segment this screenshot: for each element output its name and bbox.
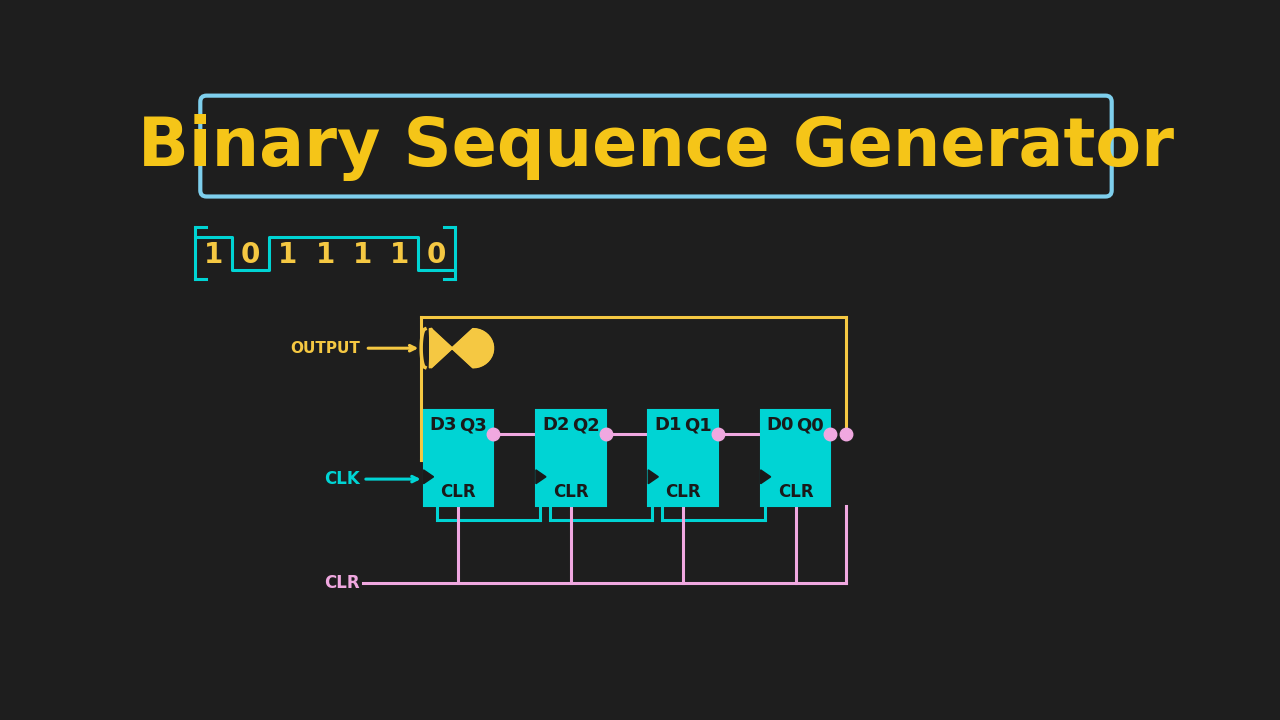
- FancyBboxPatch shape: [536, 410, 605, 506]
- Text: CLK: CLK: [324, 470, 360, 488]
- Text: CLR: CLR: [666, 483, 701, 501]
- Text: 1: 1: [353, 240, 372, 269]
- Polygon shape: [648, 470, 658, 484]
- Polygon shape: [430, 329, 493, 367]
- FancyBboxPatch shape: [760, 410, 831, 506]
- FancyBboxPatch shape: [424, 410, 493, 506]
- Text: 1: 1: [278, 240, 297, 269]
- Text: OUTPUT: OUTPUT: [291, 341, 360, 356]
- Text: Q2: Q2: [572, 416, 599, 434]
- Polygon shape: [424, 470, 434, 484]
- Text: 0: 0: [241, 240, 260, 269]
- Text: 1: 1: [390, 240, 410, 269]
- Text: 1: 1: [315, 240, 334, 269]
- FancyBboxPatch shape: [200, 96, 1112, 197]
- Text: D2: D2: [541, 416, 570, 434]
- Text: CLR: CLR: [553, 483, 589, 501]
- Text: Q3: Q3: [460, 416, 488, 434]
- Text: CLR: CLR: [778, 483, 813, 501]
- Text: Q1: Q1: [684, 416, 712, 434]
- Text: Binary Sequence Generator: Binary Sequence Generator: [138, 114, 1174, 181]
- Text: D1: D1: [654, 416, 682, 434]
- Polygon shape: [760, 470, 771, 484]
- Text: D3: D3: [430, 416, 457, 434]
- Text: 0: 0: [428, 240, 447, 269]
- Text: CLR: CLR: [440, 483, 476, 501]
- Text: Q0: Q0: [796, 416, 824, 434]
- Text: 1: 1: [204, 240, 223, 269]
- Text: D0: D0: [767, 416, 795, 434]
- Text: CLR: CLR: [324, 574, 360, 592]
- Polygon shape: [536, 470, 547, 484]
- FancyBboxPatch shape: [648, 410, 718, 506]
